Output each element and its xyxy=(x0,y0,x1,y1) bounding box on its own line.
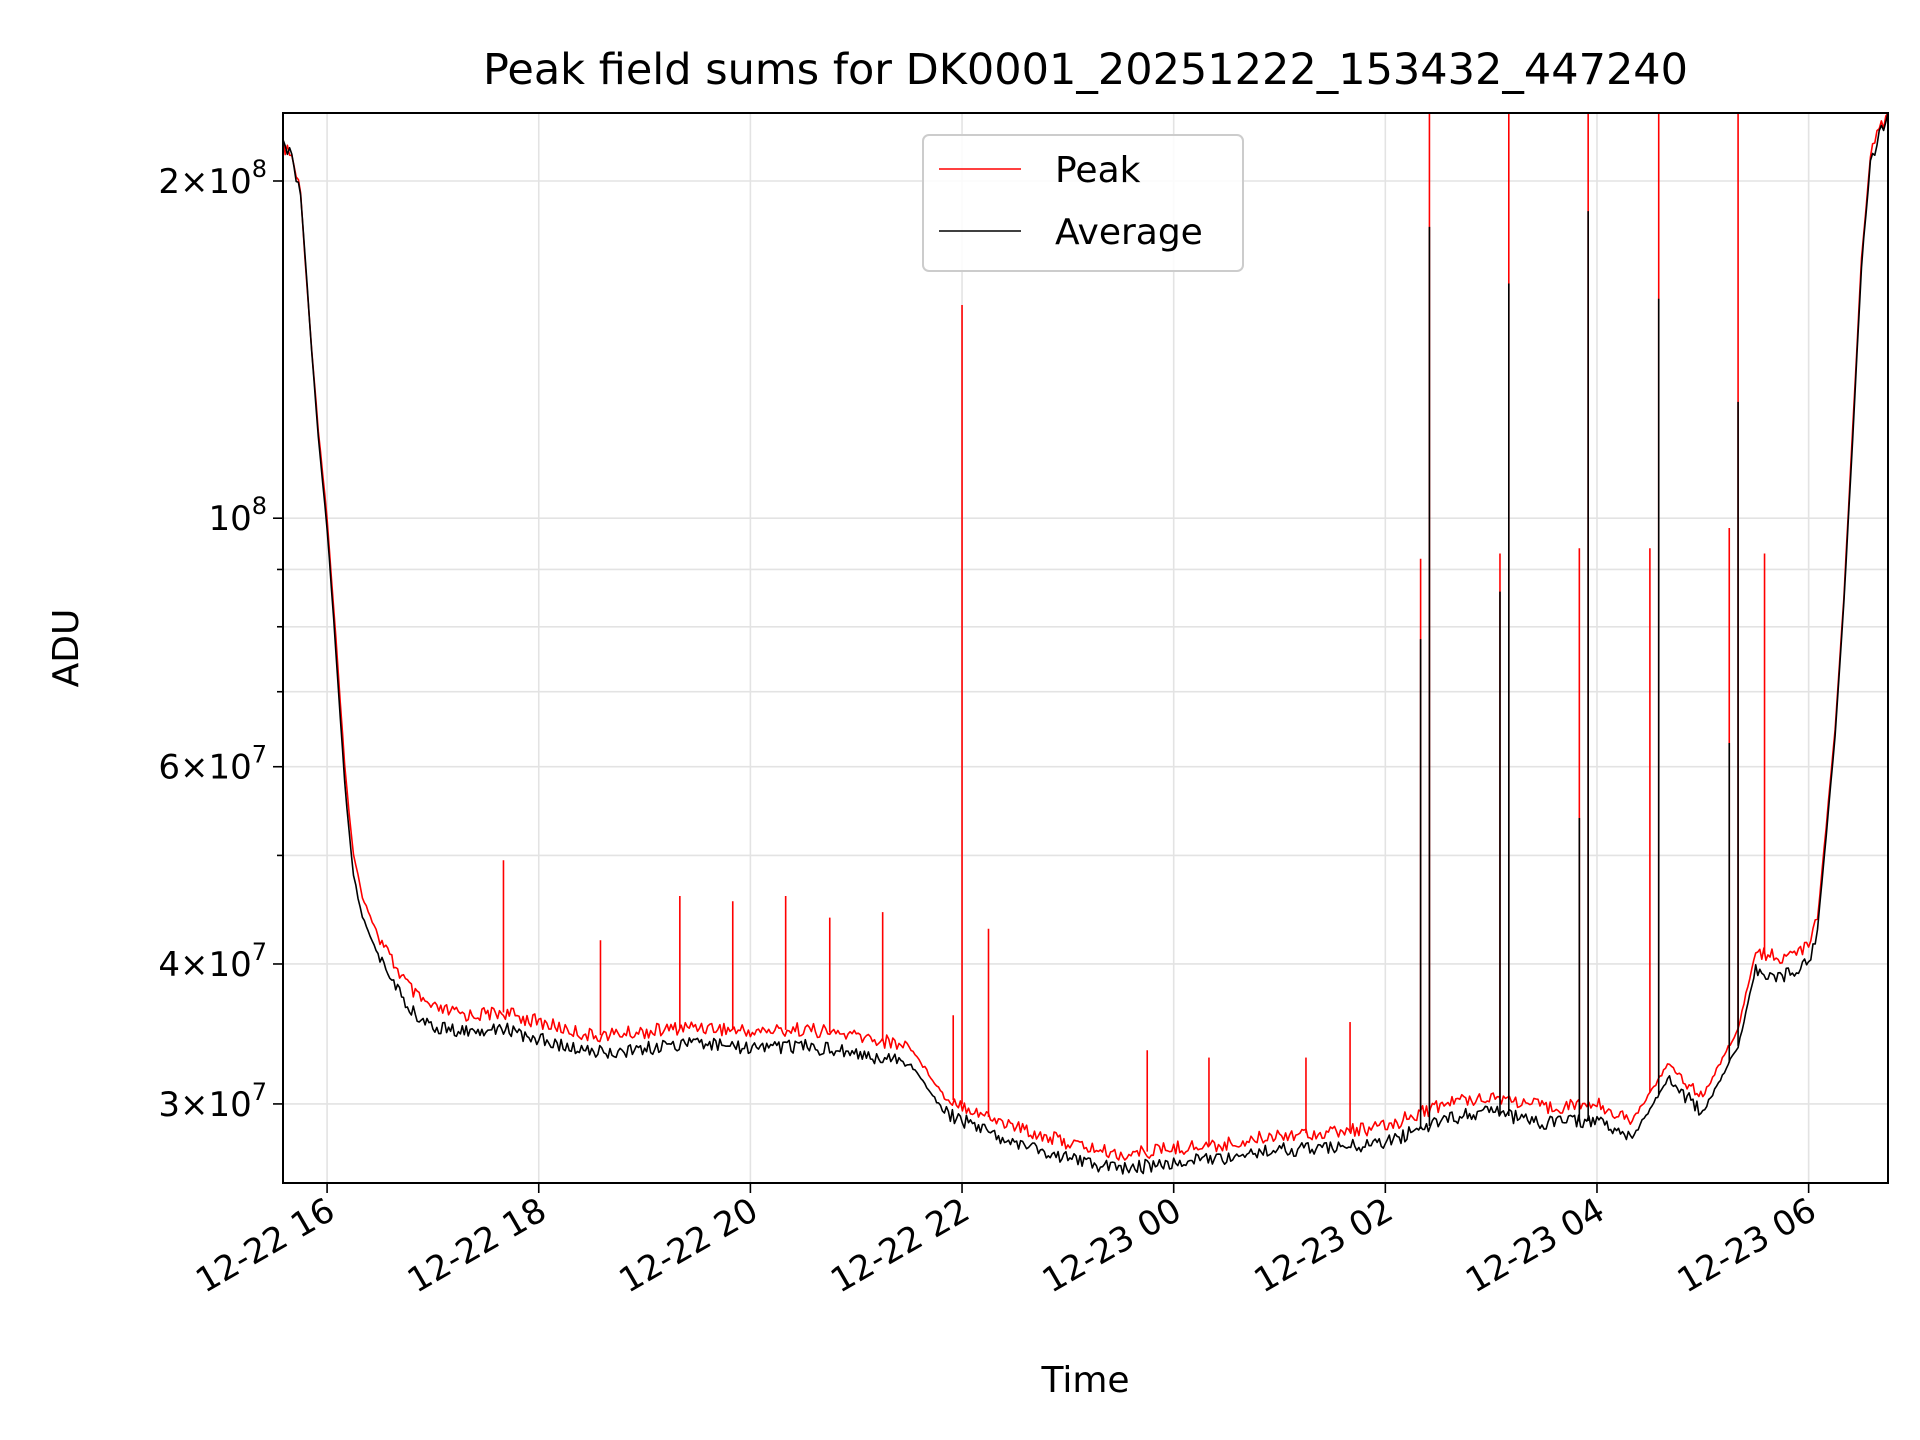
y-tick-label: 4×107 xyxy=(158,938,267,985)
series-layer xyxy=(283,113,1888,1175)
plot-frame xyxy=(282,112,1889,1184)
x-axis-label: Time xyxy=(1040,1360,1129,1401)
legend-label: Peak xyxy=(1055,150,1141,191)
grid-lines xyxy=(283,113,1888,1183)
y-tick-label: 108 xyxy=(208,492,267,539)
series-line xyxy=(283,113,1888,1161)
y-tick-label: 2×108 xyxy=(158,155,267,202)
chart-title: Peak field sums for DK0001_20251222_1534… xyxy=(483,45,1688,95)
y-tick-label: 3×107 xyxy=(158,1078,267,1125)
legend: Peak Average xyxy=(922,134,1244,272)
legend-label: Average xyxy=(1055,212,1203,253)
series-average xyxy=(283,113,1888,1175)
series-line xyxy=(283,113,1888,1175)
y-tick-label: 6×107 xyxy=(158,741,267,788)
y-axis-label: ADU xyxy=(46,609,87,688)
